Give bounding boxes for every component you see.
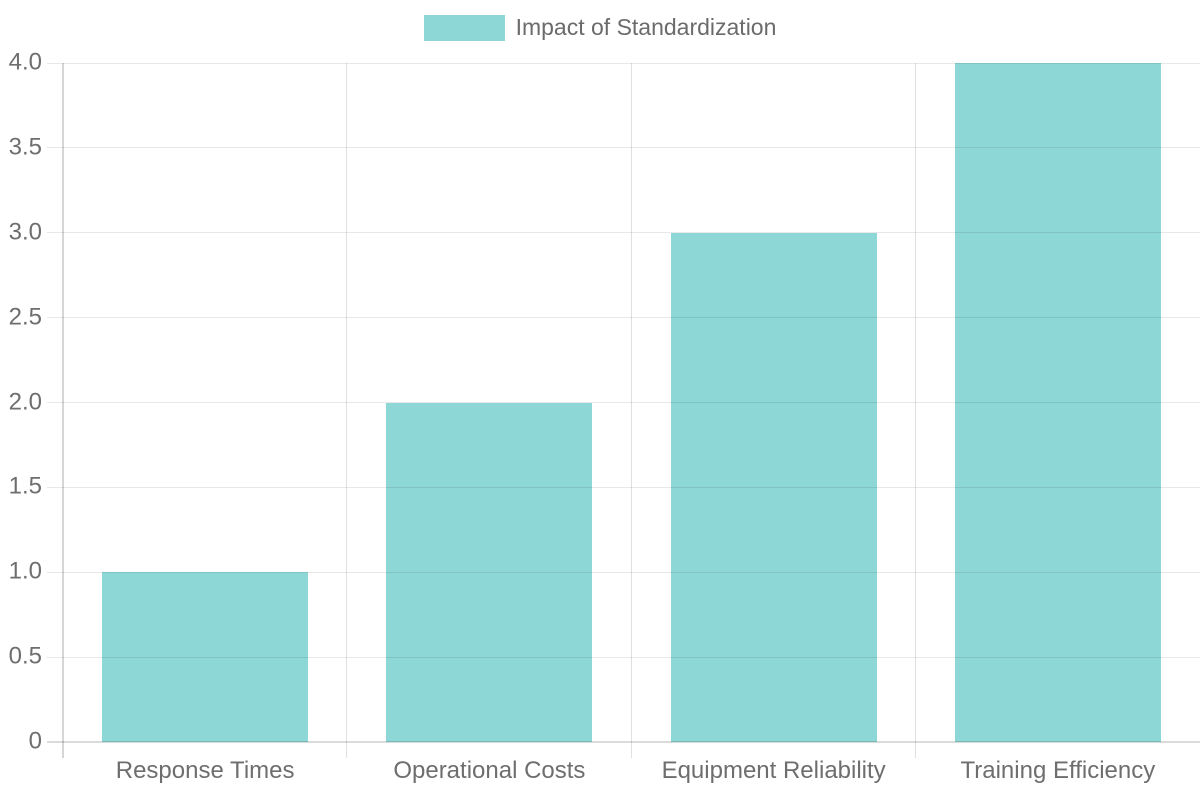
y-tick-label-0: 0 [28,727,42,755]
legend-label: Impact of Standardization [515,14,777,40]
bar-0 [102,572,309,742]
y-gridline-6 [47,232,1200,234]
x-category-label-2: Equipment Reliability [661,757,886,784]
x-category-label-1: Operational Costs [393,757,586,784]
legend-swatch [423,14,505,41]
y-tick-label-3: 1.5 [8,472,42,500]
y-gridline-2 [47,571,1200,573]
chart-legend: Impact of Standardization [0,14,1200,41]
y-tick-label-8: 4.0 [8,48,42,76]
x-category-label-0: Response Times [115,757,295,784]
y-tick-label-2: 1.0 [8,557,42,585]
y-gridline-3 [47,486,1200,488]
y-axis-line [62,63,64,758]
bar-3 [954,63,1161,742]
y-tick-label-1: 0.5 [8,642,42,670]
bar-1 [386,402,593,742]
y-gridline-1 [47,656,1200,658]
y-gridline-7 [47,147,1200,149]
bar-2 [670,232,877,742]
x-gridline-1 [346,63,348,758]
y-tick-label-4: 2.0 [8,388,42,416]
x-axis-line [47,741,1200,743]
x-category-label-3: Training Efficiency [960,757,1156,784]
y-tick-label-5: 2.5 [8,303,42,331]
x-gridline-2 [630,63,632,758]
x-gridline-3 [914,63,916,758]
y-tick-label-7: 3.5 [8,133,42,161]
y-gridline-8 [47,62,1200,64]
y-tick-label-6: 3.0 [8,218,42,246]
y-gridline-4 [47,402,1200,403]
y-gridline-5 [47,317,1200,319]
